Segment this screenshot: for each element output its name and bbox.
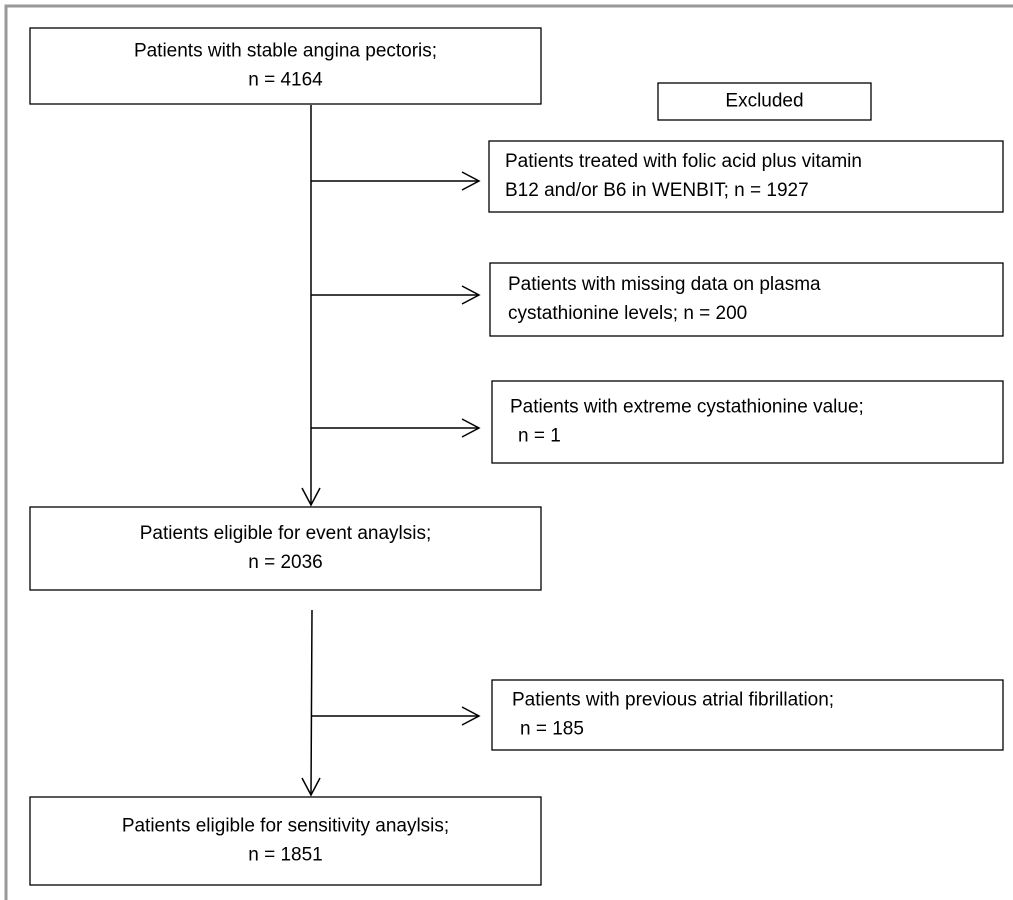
node-text: Patients with missing data on plasma — [508, 274, 821, 295]
node-box — [491, 679, 1004, 751]
flow-node: Patients eligible for sensitivity anayls… — [29, 796, 542, 886]
node-box — [657, 82, 872, 121]
node-box — [488, 140, 1004, 213]
node-text: Patients eligible for sensitivity anayls… — [122, 816, 449, 837]
flow-node: Excluded — [657, 82, 872, 121]
node-text: n = 1 — [518, 426, 561, 447]
node-text: n = 1851 — [248, 845, 323, 866]
node-text: n = 2036 — [248, 552, 323, 573]
node-box — [29, 796, 542, 886]
frame — [4, 4, 1013, 900]
node-text: Patients eligible for event anaylsis; — [140, 523, 432, 544]
node-text: Patients with stable angina pectoris; — [134, 41, 437, 62]
flow-node: Patients with stable angina pectoris; n =… — [29, 27, 542, 105]
node-box — [29, 506, 542, 591]
node-text: n = 4164 — [248, 70, 323, 91]
flow-node: Patients with extreme cystathionine valu… — [491, 380, 1004, 464]
flow-node: Patients with previous atrial fibrillati… — [491, 679, 1004, 751]
node-text: Excluded — [725, 91, 803, 112]
connectors — [301, 105, 481, 797]
node-text: n = 185 — [520, 719, 584, 740]
node-text: cystathionine levels; n = 200 — [508, 303, 747, 324]
node-box — [489, 262, 1004, 337]
node-text: B12 and/or B6 in WENBIT; n = 1927 — [505, 180, 809, 201]
node-text: Patients with previous atrial fibrillati… — [512, 690, 834, 711]
node-box — [491, 380, 1004, 464]
flow-node: Patients with missing data on plasma cyst… — [489, 262, 1004, 337]
node-text: Patients treated with folic acid plus vi… — [505, 151, 862, 172]
node-text: Patients with extreme cystathionine valu… — [510, 397, 864, 418]
node-box — [29, 27, 542, 105]
flow-node: Patients treated with folic acid plus vi… — [488, 140, 1004, 213]
flow-node: Patients eligible for event anaylsis; n =… — [29, 506, 542, 591]
